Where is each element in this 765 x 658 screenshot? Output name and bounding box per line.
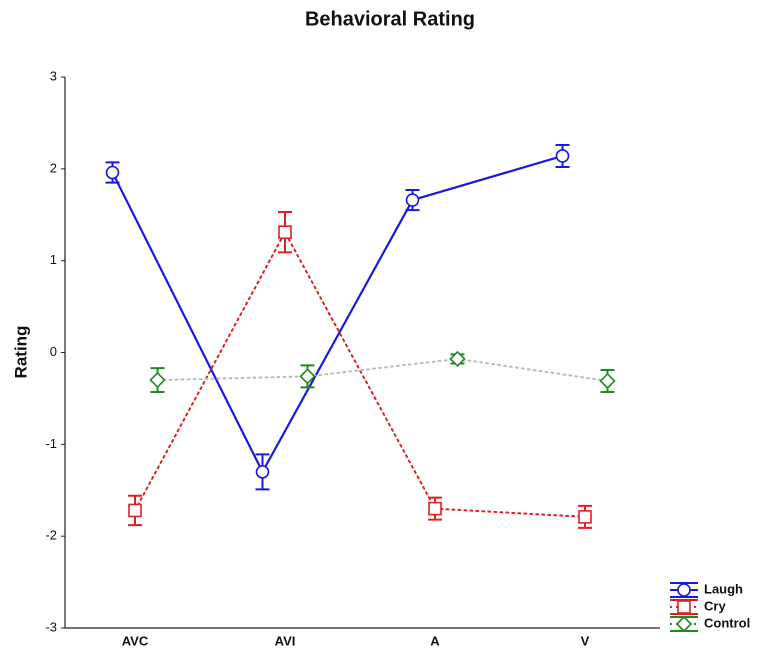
marker [599,372,616,390]
marker [105,165,120,180]
marker [578,510,592,524]
y-tick-label: -3 [45,619,57,634]
y-axis-label: Rating [11,326,30,379]
x-tick-label: V [581,633,590,648]
series-line [156,357,609,382]
y-tick-label: -2 [45,528,57,543]
marker [428,501,442,516]
marker [255,465,270,479]
x-tick-label: AVI [275,633,296,648]
marker [449,350,466,368]
y-tick-label: 2 [50,160,57,175]
legend-error [670,582,698,598]
legend-error [670,599,698,615]
y-tick-label: -1 [45,436,57,451]
marker [555,149,570,163]
marker [405,193,420,207]
legend-label: Cry [704,598,726,613]
legend-label: Laugh [704,581,743,596]
series-line [111,154,564,475]
marker [278,225,292,239]
y-tick-label: 0 [50,344,57,359]
y-tick-label: 1 [50,252,57,267]
marker [149,371,166,389]
legend-marker [675,615,693,633]
series-line [134,230,586,518]
chart-title: Behavioral Rating [305,8,475,30]
legend-marker [677,600,691,614]
y-tick-label: 3 [50,68,57,83]
x-tick-label: A [430,633,440,648]
x-tick-label: AVC [122,633,149,648]
marker [299,368,316,385]
marker [128,503,142,518]
legend-marker [677,583,691,597]
legend-label: Control [704,615,750,630]
